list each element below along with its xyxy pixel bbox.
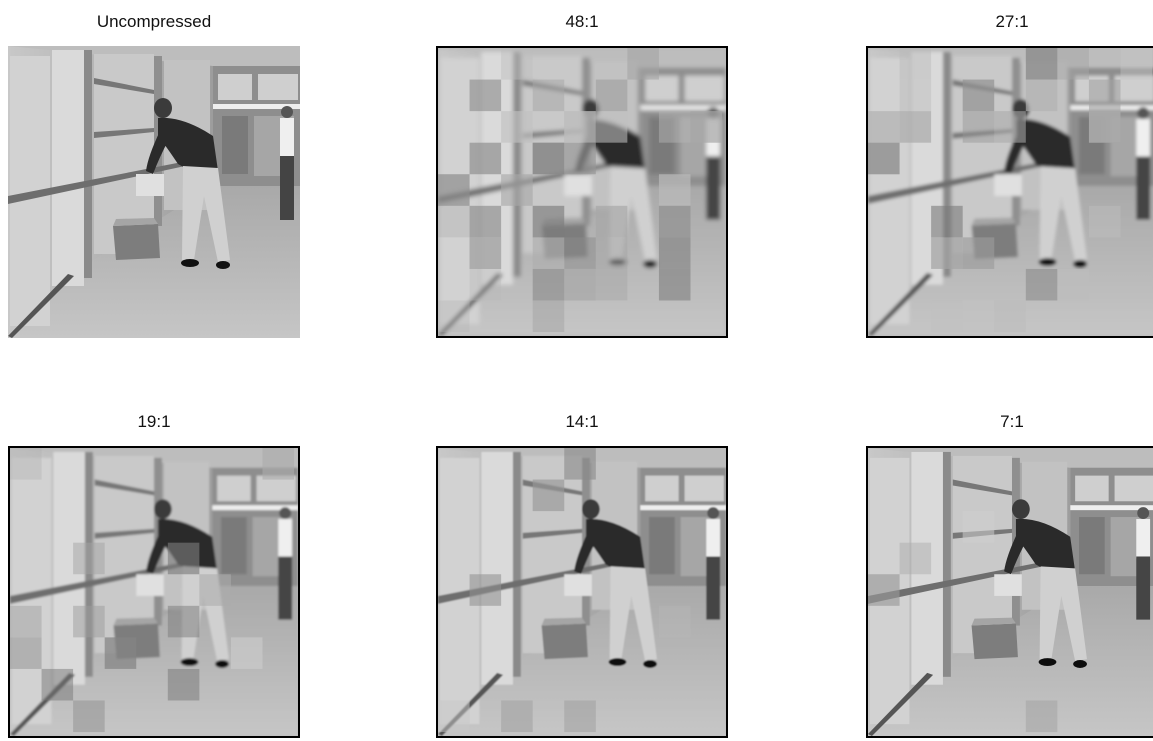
- hallway-scene: [8, 46, 300, 338]
- hallway-scene: [438, 48, 726, 336]
- hallway-image: [866, 46, 1153, 338]
- hallway-image: [8, 446, 300, 738]
- hallway-image: [8, 46, 300, 338]
- hallway-scene: [438, 448, 726, 736]
- hallway-image: [866, 446, 1153, 738]
- hallway-scene: [10, 448, 298, 736]
- panel-caption: 14:1: [436, 412, 728, 432]
- hallway-image: [436, 446, 728, 738]
- hallway-scene: [868, 448, 1153, 736]
- panel-caption: Uncompressed: [8, 12, 300, 32]
- hallway-image: [436, 46, 728, 338]
- panel-caption: 48:1: [436, 12, 728, 32]
- panel-caption: 7:1: [866, 412, 1153, 432]
- hallway-scene: [868, 48, 1153, 336]
- panel-caption: 19:1: [8, 412, 300, 432]
- panel-caption: 27:1: [866, 12, 1153, 32]
